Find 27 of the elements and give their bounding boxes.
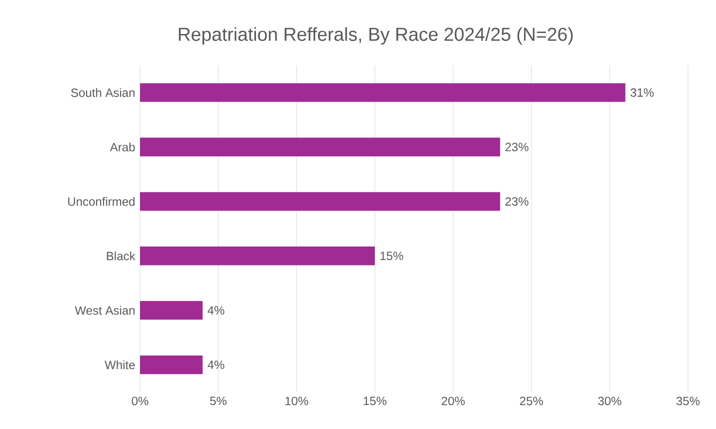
chart-title: Repatriation Refferals, By Race 2024/25 (N=26)	[178, 27, 573, 44]
data-label: 15%	[380, 252, 404, 260]
data-label: 31%	[630, 88, 654, 97]
y-tick-label: Black	[106, 251, 136, 260]
data-label: 4%	[208, 360, 224, 369]
data-label: 23%	[505, 197, 528, 206]
x-tick-label: 20%	[442, 396, 465, 406]
x-tick-label: 5%	[210, 396, 227, 406]
y-tick-label: Arab	[110, 142, 135, 152]
x-tick-label: 25%	[520, 396, 544, 406]
bar	[140, 300, 203, 320]
data-label: 23%	[505, 142, 528, 152]
y-tick-label: South Asian	[71, 88, 135, 97]
x-tick-label: 10%	[285, 396, 308, 406]
x-tick-label: 30%	[598, 396, 622, 406]
y-tick-label: West Asian	[74, 306, 135, 315]
bar	[140, 246, 375, 266]
x-tick-label: 0%	[132, 396, 148, 406]
bar	[140, 138, 500, 156]
bar	[140, 83, 626, 102]
data-label: 4%	[208, 306, 224, 314]
bar	[140, 355, 203, 374]
x-tick-label: 35%	[676, 396, 700, 406]
y-tick-label: Unconfirmed	[68, 196, 135, 206]
y-tick-label: White	[104, 360, 135, 370]
x-tick-label: 15%	[364, 396, 386, 406]
bar	[140, 192, 500, 211]
